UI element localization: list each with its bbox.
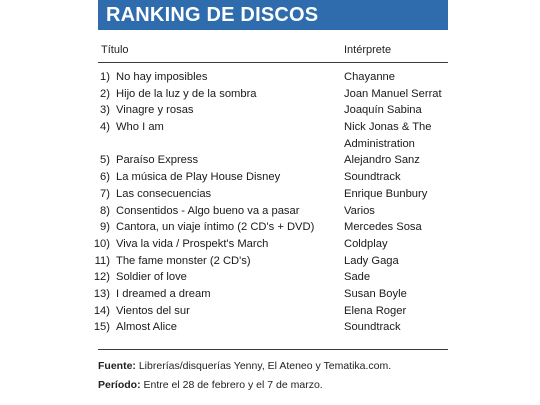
album-title-text: Consentidos - Algo bueno va a pasar (116, 204, 300, 217)
album-title: Almost Alice (116, 319, 177, 336)
ranking-list: 1) No hay imposibles Chayanne 2) Hijo de la … (0, 69, 540, 336)
album-title-text: I dreamed a dream (116, 287, 211, 300)
artist-name: Soundtrack (344, 171, 401, 184)
ranking-row: 11) The fame monster (2 CD's) Lady Gaga (0, 253, 540, 270)
ranking-row: 5) Paraíso Express Alejandro Sanz (0, 152, 540, 169)
album-title: Consentidos - Algo bueno va a pasar (116, 203, 299, 220)
artist-name: Nick Jonas & The Administration (344, 121, 432, 150)
header-divider (98, 62, 448, 63)
artist-name: Lady Gaga (344, 254, 399, 267)
rank-number: 3) (100, 104, 110, 117)
rank-number: 4) (100, 121, 110, 134)
album-title: La música de Play House Disney (116, 169, 280, 186)
ranking-banner: RANKING DE DISCOS (98, 0, 448, 30)
rank-number: 12) (93, 271, 110, 284)
ranking-row: 1) No hay imposibles Chayanne (0, 69, 540, 86)
rank-number: 13) (93, 287, 110, 300)
artist-name: Enrique Bunbury (344, 187, 428, 200)
rank-number: 10) (93, 237, 110, 250)
album-title-text: No hay imposibles (116, 71, 208, 83)
rank-number: 6) (100, 171, 110, 184)
rank-number: 2) (100, 87, 110, 100)
album-title: Las consecuencias (116, 186, 211, 203)
artist-name: Coldplay (344, 237, 388, 250)
ranking-row: 13) I dreamed a dream Susan Boyle (0, 286, 540, 303)
album-title-text: Who I am (116, 121, 164, 134)
column-header-title: Título (101, 44, 129, 56)
album-title: I dreamed a dream (116, 286, 211, 303)
album-format-note: (2 CD's + DVD) (237, 221, 315, 234)
rank-number: 9) (100, 221, 110, 234)
artist-name: Joan Manuel Serrat (344, 87, 442, 100)
album-title: Soldier of love (116, 269, 187, 286)
ranking-row: 9) Cantora, un viaje íntimo (2 CD's + DVD… (0, 219, 540, 236)
album-title-text: Almost Alice (116, 321, 177, 334)
footer-divider (98, 349, 448, 350)
album-title: No hay imposibles (116, 69, 207, 86)
album-title-text: La música de Play House Disney (116, 171, 281, 184)
ranking-row: 15) Almost Alice Soundtrack (0, 319, 540, 336)
period-line: Período: Entre el 28 de febrero y el 7 d… (98, 379, 478, 391)
ranking-row: 6) La música de Play House Disney Soundtra… (0, 169, 540, 186)
ranking-title: RANKING DE DISCOS (106, 4, 319, 26)
album-title: Hijo de la luz y de la sombra (116, 86, 257, 103)
album-title: Who I am (116, 119, 164, 136)
album-title: Vinagre y rosas (116, 102, 194, 119)
artist-name: Chayanne (344, 71, 396, 83)
ranking-row: 8) Consentidos - Algo bueno va a pasar Var… (0, 203, 540, 220)
album-title: Viva la vida / Prospekt's March (116, 236, 268, 253)
ranking-row: 3) Vinagre y rosas Joaquín Sabina (0, 102, 540, 119)
album-title-text: Vinagre y rosas (116, 104, 194, 117)
album-title-text: Soldier of love (116, 271, 187, 284)
album-title: Vientos del sur (116, 303, 190, 320)
rank-number: 14) (93, 304, 110, 317)
source-text: Librerías/disquerías Yenny, El Ateneo y … (138, 360, 392, 372)
album-title: The fame monster (2 CD's) (116, 253, 251, 270)
artist-name: Mercedes Sosa (344, 221, 422, 234)
column-header-artist: Intérprete (344, 44, 392, 56)
album-title: Cantora, un viaje íntimo (2 CD's + DVD) (116, 219, 314, 236)
album-title-text: Vientos del sur (116, 304, 190, 317)
artist-name: Soundtrack (344, 321, 401, 334)
artist-name: Sade (344, 271, 371, 284)
album-title-text: Viva la vida / Prospekt's March (116, 237, 269, 250)
album-title-text: Paraíso Express (116, 154, 199, 167)
rank-number: 8) (100, 204, 110, 217)
artist-name: Joaquín Sabina (344, 104, 422, 117)
artist-name: Varios (344, 204, 375, 217)
period-text: Entre el 28 de febrero y el 7 de marzo. (143, 379, 323, 391)
period-label: Período: (98, 379, 141, 391)
source-line: Fuente: Librerías/disquerías Yenny, El A… (98, 360, 478, 372)
source-label: Fuente: (98, 360, 136, 372)
rank-number: 15) (93, 321, 110, 334)
artist-name: Elena Roger (344, 304, 407, 317)
rank-number: 11) (94, 254, 110, 267)
rank-number: 7) (100, 187, 110, 200)
artist-name: Susan Boyle (344, 287, 407, 300)
ranking-row: 12) Soldier of love Sade (0, 269, 540, 286)
artist-name: Alejandro Sanz (344, 154, 420, 167)
album-title-text: Las consecuencias (116, 187, 212, 200)
ranking-row: 2) Hijo de la luz y de la sombra Joan Manu… (0, 86, 540, 103)
ranking-row: 10) Viva la vida / Prospekt's March Coldpl… (0, 236, 540, 253)
ranking-row: 14) Vientos del sur Elena Roger (0, 303, 540, 320)
album-format-note: (2 CD's) (209, 254, 251, 267)
album-title: Paraíso Express (116, 152, 198, 169)
album-title-text: Cantora, un viaje íntimo (116, 221, 235, 234)
album-title-text: The fame monster (116, 254, 207, 267)
ranking-row: 4) Who I am Nick Jonas & The Administratio… (0, 119, 540, 152)
ranking-row: 7) Las consecuencias Enrique Bunbury (0, 186, 540, 203)
rank-number: 5) (100, 154, 110, 167)
album-title-text: Hijo de la luz y de la sombra (116, 87, 257, 100)
rank-number: 1) (100, 71, 110, 83)
